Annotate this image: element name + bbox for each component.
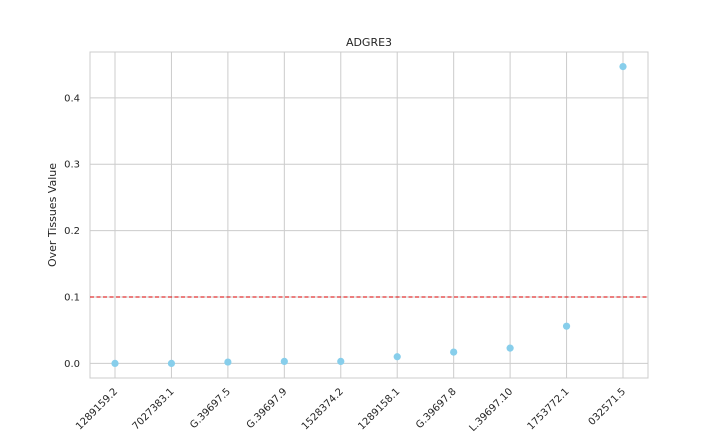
y-tick-label: 0.0 bbox=[64, 359, 80, 370]
x-tick-label: 1289158.1 bbox=[356, 386, 402, 432]
data-point bbox=[506, 344, 514, 352]
x-tick-label: L.39697.10 bbox=[468, 386, 516, 432]
data-point bbox=[562, 322, 571, 330]
data-points bbox=[111, 63, 627, 367]
x-tick-labels: 1289159.2 7027383.1 G.39697.5 G.39697.9 1528… bbox=[74, 386, 628, 432]
data-point bbox=[167, 359, 176, 367]
x-tick-label: 1289159.2 bbox=[74, 386, 120, 432]
data-point bbox=[337, 357, 345, 366]
data-point bbox=[450, 348, 458, 356]
y-tick-label: 0.2 bbox=[64, 226, 80, 237]
x-tick-label: 7027383.1 bbox=[131, 386, 177, 432]
x-tick-label: 1528374.2 bbox=[300, 386, 346, 432]
x-tick-label: G.39697.9 bbox=[245, 386, 290, 431]
y-tick-label: 0.1 bbox=[64, 292, 80, 303]
x-tick-label: 032571.5 bbox=[587, 386, 629, 428]
y-tick-label: 0.3 bbox=[64, 160, 80, 171]
x-tick-label: G.39697.5 bbox=[188, 386, 233, 431]
chart-title: ADGRE3 bbox=[346, 36, 392, 49]
x-tick-label: 1753772.1 bbox=[526, 386, 572, 432]
data-point bbox=[393, 353, 401, 361]
y-axis-title: Over Tissues Value bbox=[46, 163, 59, 267]
data-point bbox=[619, 63, 627, 71]
x-tick-label: G.39697.8 bbox=[414, 386, 459, 431]
x-gridlines bbox=[114, 52, 624, 378]
y-tick-label: 0.4 bbox=[64, 93, 80, 104]
data-point bbox=[111, 359, 119, 367]
data-point bbox=[224, 358, 232, 366]
plot-area bbox=[89, 51, 649, 379]
y-tick-labels: 0.0 0.1 0.2 0.3 0.4 bbox=[64, 93, 80, 370]
data-point bbox=[280, 357, 288, 366]
